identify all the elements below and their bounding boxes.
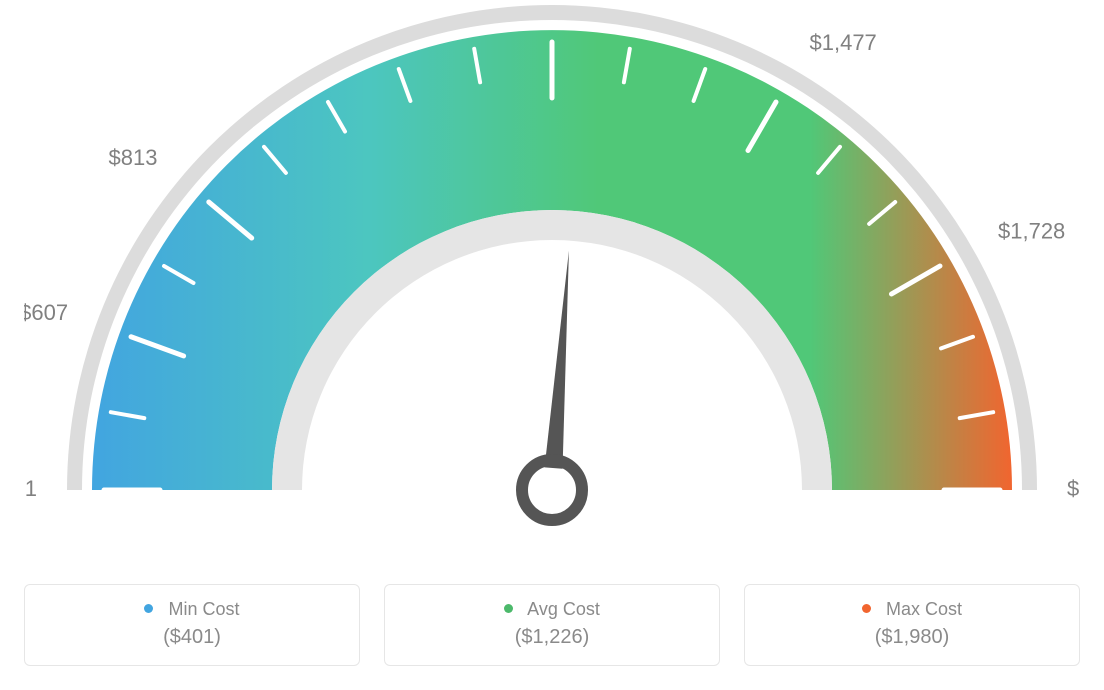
max-cost-label-text: Max Cost	[886, 599, 962, 619]
cost-gauge: $401$607$813$1,226$1,477$1,728$1,980	[24, 0, 1080, 555]
max-cost-value: ($1,980)	[765, 626, 1059, 649]
max-cost-label: Max Cost	[765, 599, 1059, 620]
avg-cost-value: ($1,226)	[405, 626, 699, 649]
min-cost-value: ($401)	[45, 626, 339, 649]
min-cost-label: Min Cost	[45, 599, 339, 620]
min-cost-card: Min Cost ($401)	[24, 584, 360, 666]
avg-cost-label: Avg Cost	[405, 599, 699, 620]
svg-text:$1,477: $1,477	[810, 30, 877, 55]
svg-text:$813: $813	[109, 145, 158, 170]
max-cost-card: Max Cost ($1,980)	[744, 584, 1080, 666]
avg-cost-card: Avg Cost ($1,226)	[384, 584, 720, 666]
avg-cost-label-text: Avg Cost	[527, 599, 600, 619]
min-cost-label-text: Min Cost	[169, 599, 240, 619]
svg-text:$1,728: $1,728	[998, 219, 1065, 244]
summary-cards: Min Cost ($401) Avg Cost ($1,226) Max Co…	[0, 584, 1104, 666]
svg-text:$607: $607	[24, 300, 68, 325]
dot-icon	[862, 604, 871, 613]
dot-icon	[504, 604, 513, 613]
svg-text:$1,980: $1,980	[1067, 476, 1080, 501]
dot-icon	[144, 604, 153, 613]
svg-text:$401: $401	[24, 476, 37, 501]
